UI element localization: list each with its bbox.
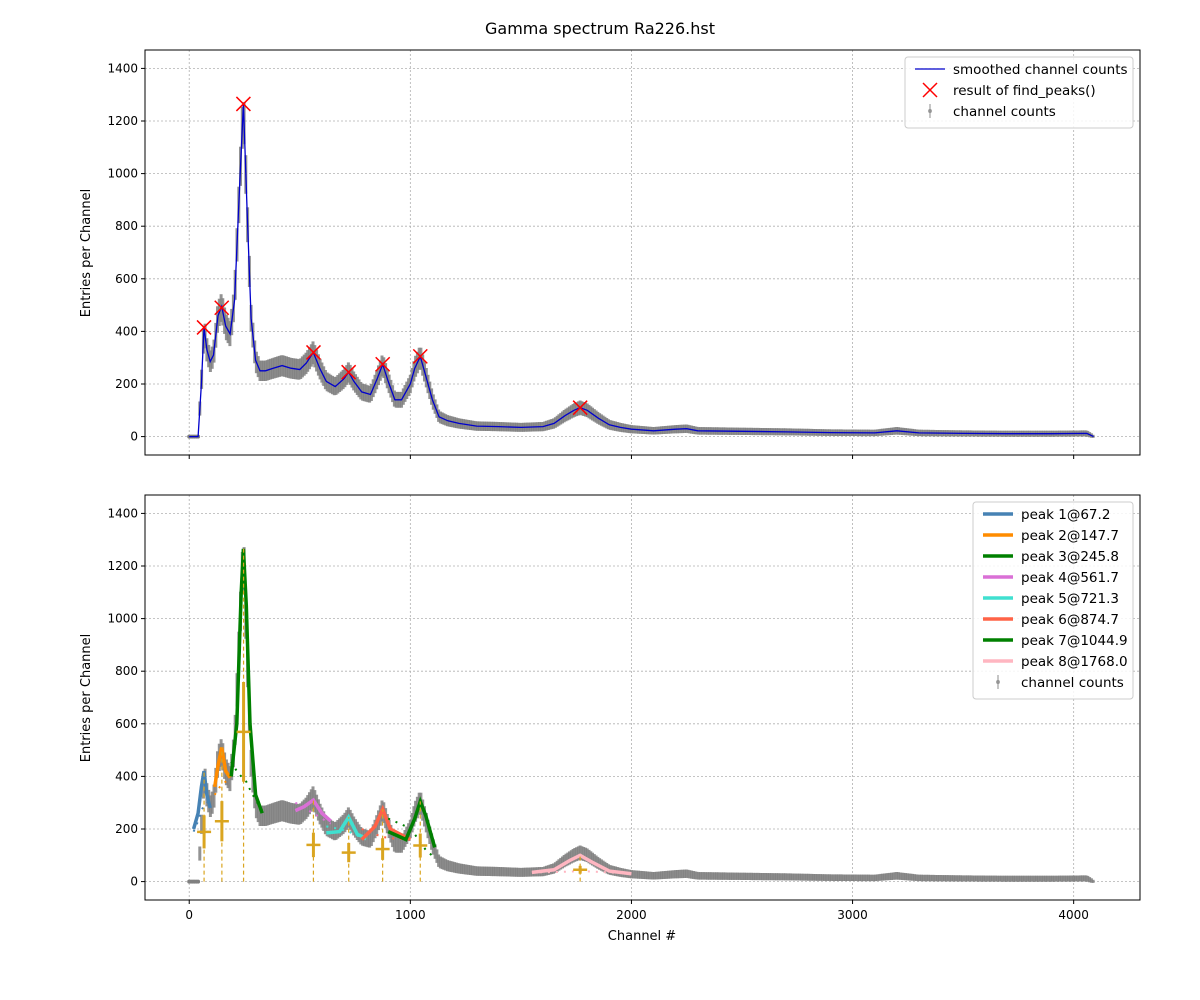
peak-position-marker (413, 801, 428, 882)
x-tick-label: 2000 (616, 908, 647, 922)
y-tick-label: 800 (115, 664, 138, 678)
y-tick-label: 1400 (107, 61, 138, 75)
bottom-xlabel: Channel # (608, 929, 676, 944)
legend-entry: peak 5@721.3 (983, 591, 1119, 607)
peak-position-marker (236, 548, 251, 882)
legend-label: channel counts (953, 104, 1056, 120)
legend-label: peak 1@67.2 (1021, 507, 1110, 523)
top-ylabel: Entries per Channel (79, 189, 94, 318)
legend-label: peak 6@874.7 (1021, 612, 1119, 628)
y-tick-label: 1000 (107, 167, 138, 181)
y-tick-label: 800 (115, 219, 138, 233)
peak-fit-curve (387, 796, 437, 848)
peak-marker (235, 96, 251, 112)
legend-box (904, 56, 1134, 129)
y-tick-label: 600 (115, 272, 138, 286)
peak-fit-curve (531, 853, 632, 876)
top-ticks: 0 200 400 600 800 1000 1200 1400 (107, 61, 1075, 459)
legend-entry: smoothed channel counts (915, 62, 1128, 78)
smoothed-curve (189, 103, 1094, 438)
peak-fit-curve (294, 797, 332, 823)
peak-position-marker (214, 747, 229, 882)
bottom-legend: peak 1@67.2 peak 2@147.7 peak 3@245.8 peak … (972, 501, 1134, 700)
channel-count-point (196, 879, 201, 884)
peak-fit-curve (229, 548, 264, 814)
legend-label: peak 4@561.7 (1021, 570, 1119, 586)
legend-swatch (928, 109, 932, 113)
figure-title: Gamma spectrum Ra226.hst (485, 19, 715, 38)
x-tick-label: 1000 (395, 908, 426, 922)
legend-label: result of find_peaks() (953, 83, 1096, 99)
peak-position-marker (375, 809, 390, 882)
legend-entry: channel counts (928, 104, 1056, 120)
legend-entry: peak 7@1044.9 (983, 633, 1128, 649)
bottom-ticks: 0 1000 2000 3000 4000 0 200 400 600 800 1000 1200 14… (107, 506, 1088, 922)
bottom-grid (145, 495, 1140, 900)
y-tick-label: 0 (130, 875, 138, 889)
x-tick-label: 0 (185, 908, 193, 922)
legend-entry: peak 1@67.2 (983, 507, 1110, 523)
legend-label: peak 7@1044.9 (1021, 633, 1128, 649)
legend-label: peak 2@147.7 (1021, 528, 1119, 544)
channel-counts (187, 102, 1095, 439)
peak-position-marker (341, 817, 356, 882)
peak-marker (375, 356, 391, 372)
y-tick-label: 0 (130, 430, 138, 444)
y-tick-label: 200 (115, 822, 138, 836)
legend-swatch (922, 82, 938, 98)
top-legend: smoothed channel counts result of find_pe… (904, 56, 1134, 129)
peak-marker (341, 364, 357, 380)
peak-position-marker (197, 771, 212, 882)
y-tick-label: 1200 (107, 114, 138, 128)
top-plot-area (187, 96, 1095, 439)
legend-label: peak 3@245.8 (1021, 549, 1119, 565)
top-panel: 0 200 400 600 800 1000 1200 1400 Entries per Ch… (79, 49, 1141, 459)
y-tick-label: 600 (115, 717, 138, 731)
legend-swatch (996, 680, 1000, 684)
y-tick-label: 1200 (107, 559, 138, 573)
peak-marker (214, 300, 230, 316)
legend-label: peak 5@721.3 (1021, 591, 1119, 607)
peak-marker (412, 348, 428, 364)
y-tick-label: 400 (115, 324, 138, 338)
channel-counts (187, 547, 1095, 884)
legend-box (972, 501, 1134, 700)
legend-entry: peak 6@874.7 (983, 612, 1119, 628)
peak-position-marker (573, 855, 588, 882)
legend-entry: peak 4@561.7 (983, 570, 1119, 586)
peak-marker (305, 344, 322, 360)
peak-marker (196, 319, 212, 335)
legend-entry: result of find_peaks() (922, 82, 1096, 99)
bottom-ylabel: Entries per Channel (79, 634, 94, 763)
legend-entry: peak 2@147.7 (983, 528, 1119, 544)
bottom-axes-frame (144, 494, 1141, 901)
bottom-plot-area (187, 547, 1095, 884)
peak-fit-curve (191, 770, 212, 830)
x-tick-label: 4000 (1058, 908, 1089, 922)
peak-position-marker (306, 800, 321, 882)
peak-background-fit (326, 825, 367, 841)
y-tick-label: 400 (115, 769, 138, 783)
legend-entry: peak 3@245.8 (983, 549, 1119, 565)
legend-entry: channel counts (996, 675, 1124, 691)
legend-label: channel counts (1021, 675, 1124, 691)
top-axes-frame (144, 49, 1141, 456)
legend-entry: peak 8@1768.0 (983, 654, 1128, 670)
y-tick-label: 1000 (107, 612, 138, 626)
legend-label: smoothed channel counts (953, 62, 1128, 78)
x-tick-label: 3000 (837, 908, 868, 922)
peak-background-fit (387, 817, 436, 859)
legend-label: peak 8@1768.0 (1021, 654, 1128, 670)
y-tick-label: 200 (115, 377, 138, 391)
peak-marker (572, 400, 588, 416)
bottom-panel: 0 1000 2000 3000 4000 0 200 400 600 800 1000 1200 14… (79, 494, 1141, 944)
y-tick-label: 1400 (107, 506, 138, 520)
